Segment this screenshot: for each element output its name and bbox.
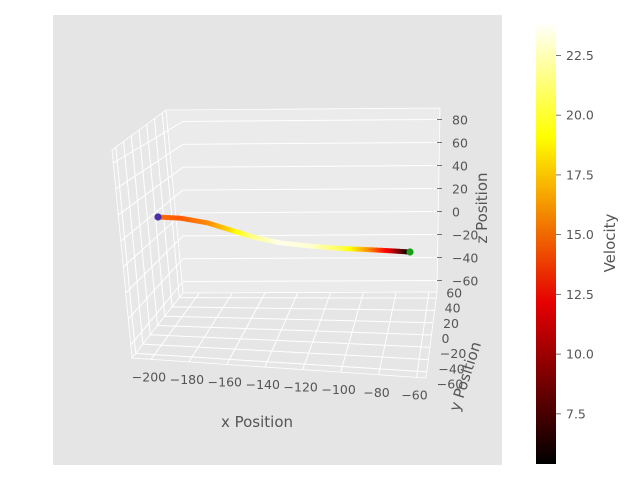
y-gridline <box>142 343 429 361</box>
z-tick-label: −20 <box>452 228 478 243</box>
x-tick-label: −80 <box>363 385 389 400</box>
y-tick-label: 60 <box>446 286 462 301</box>
z-gridline-left <box>125 235 184 294</box>
colorbar-label: Velocity <box>601 213 619 272</box>
y-gridline-left <box>115 147 137 354</box>
y-tick-label: −20 <box>440 346 466 361</box>
z-gridline <box>182 119 438 122</box>
colorbar-tick-label: 22.5 <box>566 48 594 63</box>
x-tick-label: −140 <box>246 377 280 392</box>
y-gridline-left <box>161 112 180 298</box>
z-gridline-left <box>127 258 184 320</box>
floor-pane <box>131 291 438 379</box>
x-tick-label: −200 <box>132 369 166 384</box>
start-marker <box>154 213 162 221</box>
z-tick-label: −60 <box>452 274 478 289</box>
colorbar-gradient <box>536 22 556 464</box>
z-tick-label: 40 <box>452 159 468 174</box>
tick-labels: −200 −180 −160 −140 −120 −100 −80 −60−60−40−200… <box>132 113 479 403</box>
colorbar-tick-label: 20.0 <box>566 108 594 123</box>
z-gridline-left <box>117 166 184 216</box>
y-gridline-left <box>153 118 173 307</box>
y-gridline-left <box>130 135 151 335</box>
x-tick-label: −180 <box>170 372 204 387</box>
colorbar-ticks: 7.5 10.0 12.5 15.0 17.5 20.0 22.5 <box>556 48 594 421</box>
z-tick-label: −40 <box>452 251 478 266</box>
x-axis-label: x Position <box>221 413 293 431</box>
grid-lines <box>112 112 442 378</box>
z-tick-label: 60 <box>452 136 468 151</box>
x-tick-label: −60 <box>401 387 427 402</box>
z-axis-label: z Position <box>473 172 491 243</box>
x-tick-label: −120 <box>284 380 318 395</box>
z-gridline <box>182 165 438 168</box>
y-tick-label: 40 <box>445 301 461 316</box>
colorbar-tick-label: 15.0 <box>566 227 594 242</box>
y-gridline-left <box>123 141 144 345</box>
trajectory <box>154 213 414 256</box>
z-gridline <box>182 280 438 283</box>
y-gridline-left <box>138 129 158 326</box>
y-tick-label: −60 <box>437 376 463 391</box>
z-tick-label: 0 <box>452 205 460 220</box>
z-gridline <box>182 257 438 260</box>
z-gridline-left <box>122 212 184 268</box>
y-gridline <box>172 306 435 311</box>
z-gridline <box>182 142 438 145</box>
z-gridline <box>182 234 438 237</box>
end-marker <box>406 248 414 256</box>
back-pane <box>165 107 441 294</box>
x-tick-label: −160 <box>208 374 242 389</box>
colorbar-tick-label: 10.0 <box>566 347 594 362</box>
y-tick-label: −40 <box>438 361 464 376</box>
colorbar-tick-label: 7.5 <box>566 406 586 421</box>
x-tick-label: −100 <box>321 382 355 397</box>
z-gridline-left <box>120 189 184 242</box>
y-gridline <box>179 297 437 299</box>
z-tick-label: 20 <box>452 182 468 197</box>
y-tick-label: 0 <box>442 331 450 346</box>
y-gridline <box>164 315 434 324</box>
colorbar-tick-label: 17.5 <box>566 167 594 182</box>
colorbar-tick-label: 12.5 <box>566 287 594 302</box>
z-gridline <box>182 211 438 214</box>
y-gridline <box>157 325 432 336</box>
y-gridline-left <box>146 124 166 317</box>
y-gridline <box>150 334 430 348</box>
y-gridline <box>135 352 427 373</box>
y-tick-label: 20 <box>443 316 459 331</box>
z-gridline-left <box>130 281 184 346</box>
z-tick-label: 80 <box>452 113 468 128</box>
z-gridline <box>182 188 438 191</box>
